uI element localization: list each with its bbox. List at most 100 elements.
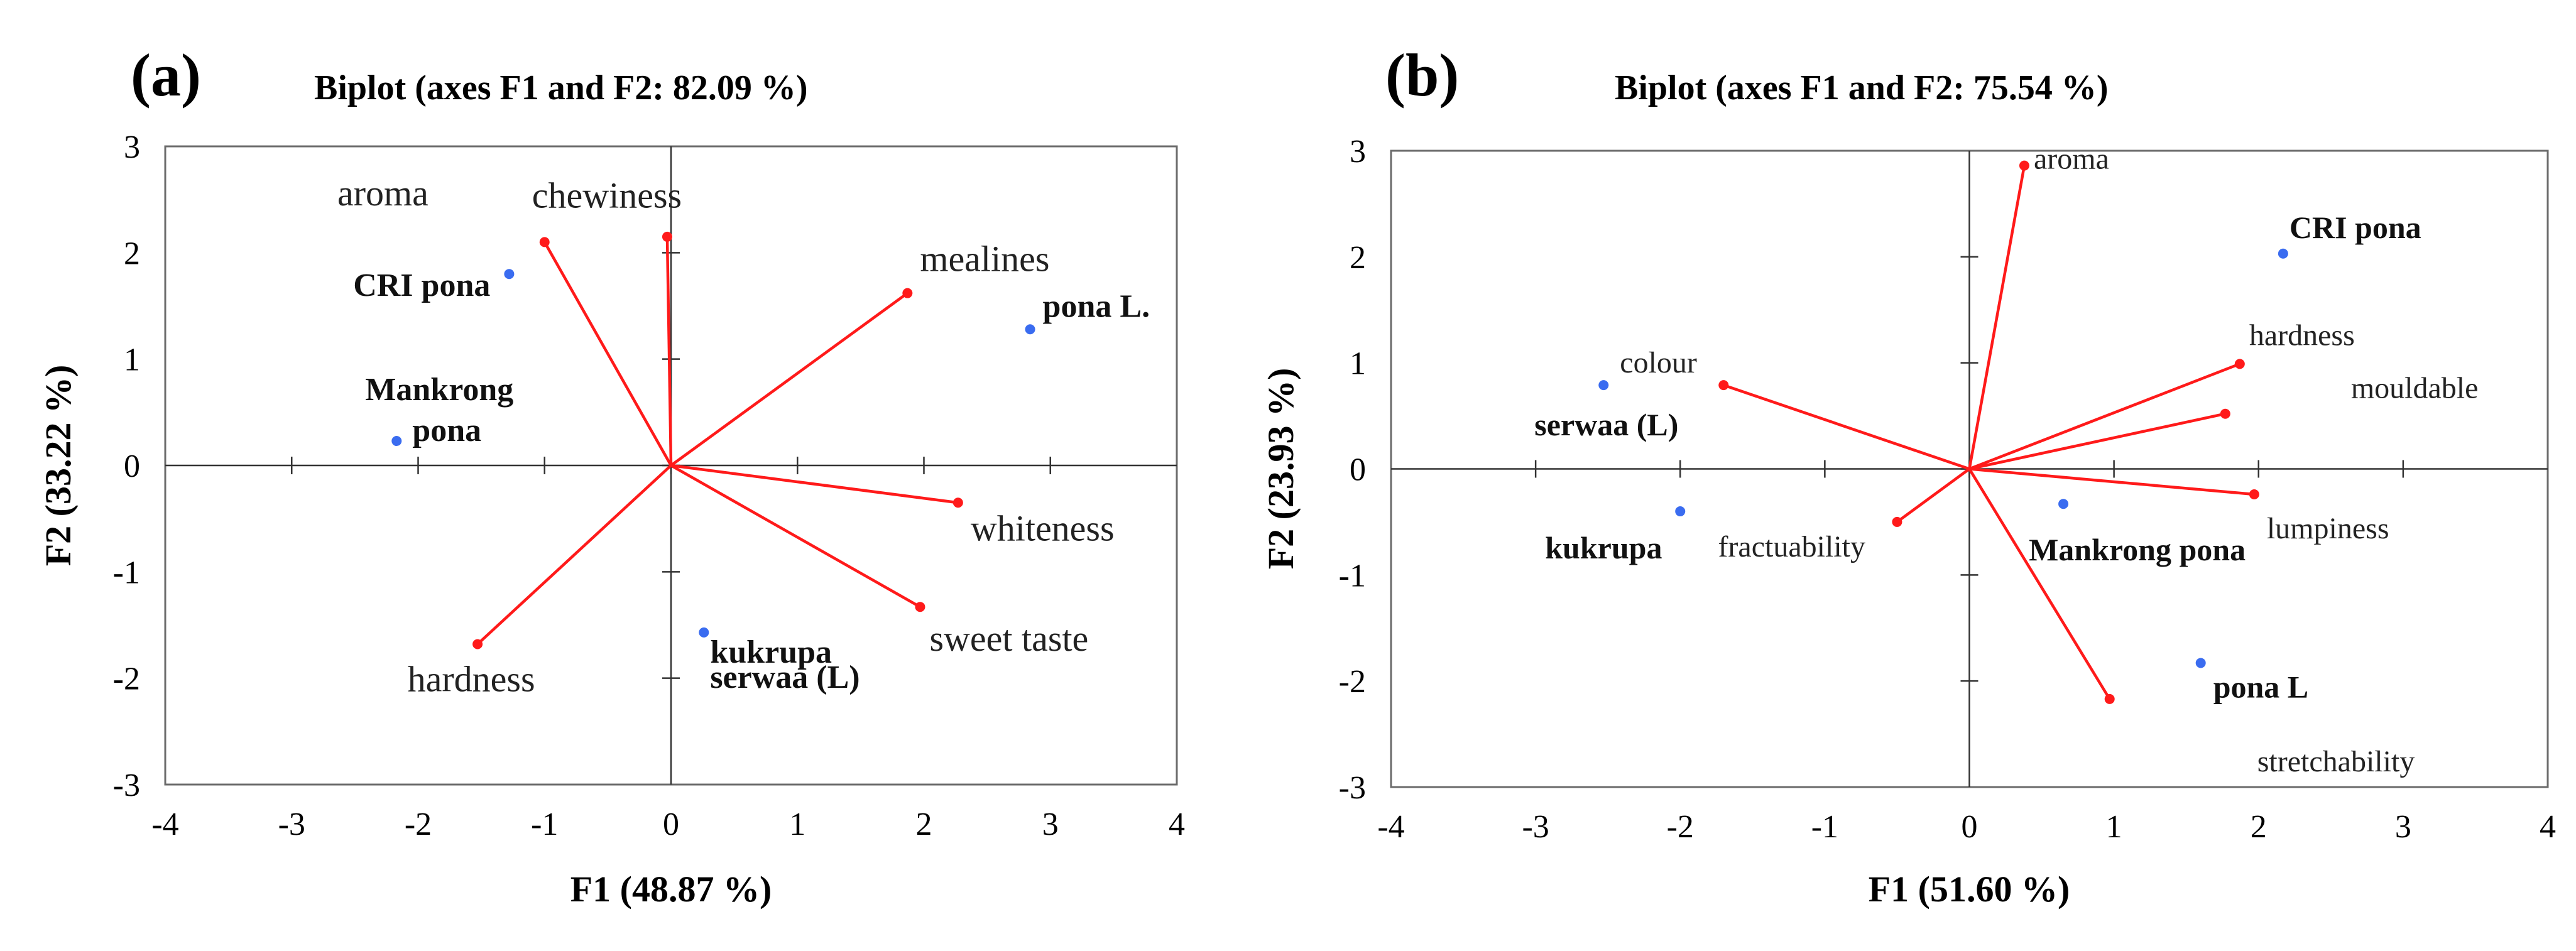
- observation-point: [2278, 248, 2288, 259]
- x-tick-label: -4: [1377, 809, 1404, 845]
- x-tick-label: 4: [1169, 807, 1185, 842]
- observation-label: kukrupa: [1545, 530, 1662, 565]
- y-tick-label: -1: [113, 555, 140, 590]
- observation-point: [504, 269, 515, 280]
- variable-label: hardness: [408, 658, 535, 699]
- observation-label-line: kukrupa: [710, 634, 832, 670]
- observation-label: kukrupa serwaa (L): [710, 634, 860, 695]
- panel-letter: (a): [131, 41, 201, 109]
- x-tick-label: -2: [1667, 809, 1694, 845]
- y-tick-label: 2: [124, 236, 140, 271]
- variable-point: [539, 237, 550, 247]
- y-tick-label: -2: [1339, 664, 1366, 700]
- variable-label: hardness: [2249, 318, 2355, 352]
- observation-label: pona L.: [1043, 288, 1150, 324]
- observation-label: Mankrong pona: [2029, 532, 2246, 567]
- biplot-panel-b: (b) Biplot (axes F1 and F2: 75.54 %) -4 -3 -…: [1260, 41, 2556, 910]
- x-tick-label: -3: [278, 807, 305, 842]
- variable-vector: [1968, 468, 2111, 700]
- x-tick-label: 3: [1042, 807, 1059, 842]
- y-tick-label: 3: [1350, 134, 1366, 170]
- observation-label-line: Mankrong: [365, 372, 513, 408]
- variable-vector: [1969, 467, 2255, 496]
- x-tick-label: -3: [1522, 809, 1549, 845]
- chart-title: Biplot (axes F1 and F2: 75.54 %): [1615, 68, 2109, 107]
- variable-vector: [1968, 165, 2026, 469]
- variable-point: [1718, 380, 1729, 391]
- variable-point: [2019, 160, 2029, 171]
- variable-label: mouldable: [2351, 372, 2479, 405]
- variable-vector: [670, 464, 921, 609]
- y-axis-title: F2 (23.93 %): [1260, 368, 1301, 570]
- observation-point: [1598, 380, 1609, 391]
- y-tick-label: -1: [1339, 558, 1366, 594]
- y-tick-label: 3: [124, 129, 140, 165]
- variable-point: [2104, 693, 2115, 704]
- variable-vector: [670, 291, 909, 467]
- x-tick-label: 2: [2251, 809, 2267, 845]
- x-axis-title: F1 (51.60 %): [1869, 869, 2070, 910]
- x-tick-label: 3: [2395, 809, 2411, 845]
- variable-vector: [665, 236, 673, 466]
- variable-point: [952, 497, 963, 508]
- variable-vector: [543, 241, 672, 467]
- observation-label-line: serwaa (L): [710, 660, 860, 695]
- observation-label: CRI pona: [2289, 210, 2421, 245]
- variable-point: [1892, 516, 1902, 527]
- y-tick-label: -2: [113, 661, 140, 697]
- observation-label: pona L: [2213, 669, 2308, 704]
- chart-title: Biplot (axes F1 and F2: 82.09 %): [314, 68, 808, 107]
- x-tick-label: 1: [789, 807, 805, 842]
- variable-label: fractuability: [1718, 530, 1865, 563]
- observation-point: [391, 436, 402, 447]
- observation-label: CRI pona: [353, 268, 490, 303]
- variable-vector: [1968, 362, 2240, 470]
- x-tick-label: 1: [2106, 809, 2122, 845]
- x-tick-label: -4: [151, 807, 178, 842]
- y-tick-label: 0: [1350, 452, 1366, 488]
- observation-label-line: pona: [412, 413, 481, 448]
- x-tick-label: 0: [1962, 809, 1978, 845]
- variable-point: [915, 602, 925, 612]
- variable-label: stretchability: [2257, 745, 2415, 778]
- variable-label: aroma: [2034, 143, 2109, 176]
- observation-point: [2195, 658, 2206, 668]
- variable-point: [472, 639, 483, 649]
- variable-vector: [1896, 467, 1970, 523]
- x-axis-title: F1 (48.87 %): [570, 869, 772, 910]
- variable-label: chewiness: [532, 175, 682, 215]
- variable-point: [2234, 359, 2245, 369]
- x-tick-label: -2: [405, 807, 432, 842]
- variable-label: whiteness: [971, 508, 1115, 548]
- x-tick-label: -1: [531, 807, 558, 842]
- variable-label: lumpiness: [2267, 512, 2389, 545]
- variable-vector: [1723, 383, 1970, 470]
- y-tick-label: 0: [124, 448, 140, 484]
- x-tick-label: 4: [2540, 809, 2556, 845]
- variable-label: sweet taste: [929, 618, 1088, 659]
- y-tick-label: 2: [1350, 240, 1366, 276]
- variable-point: [902, 288, 913, 298]
- x-tick-label: 2: [916, 807, 932, 842]
- panel-letter: (b): [1385, 41, 1459, 109]
- variable-vector: [670, 464, 959, 504]
- y-tick-label: -3: [1339, 770, 1366, 806]
- observation-label: serwaa (L): [1534, 407, 1678, 442]
- observation-point: [1025, 324, 1035, 335]
- y-tick-label: 1: [124, 342, 140, 378]
- observation-point: [699, 627, 709, 638]
- variable-label: colour: [1620, 346, 1697, 379]
- variable-point: [662, 231, 672, 242]
- y-axis-title: F2 (33.22 %): [38, 365, 79, 567]
- y-tick-label: 1: [1350, 346, 1366, 382]
- observation-point: [2058, 499, 2069, 509]
- x-tick-label: -1: [1811, 809, 1838, 845]
- observation-label: Mankrong pona: [365, 372, 513, 448]
- variable-vector: [476, 464, 672, 646]
- biplot-panel-a: (a) Biplot (axes F1 and F2: 82.09 %) -4 -3 -…: [38, 41, 1185, 910]
- variable-label: mealines: [920, 239, 1049, 280]
- variable-point: [2220, 408, 2230, 419]
- x-tick-label: 0: [663, 807, 679, 842]
- variable-point: [2249, 489, 2259, 500]
